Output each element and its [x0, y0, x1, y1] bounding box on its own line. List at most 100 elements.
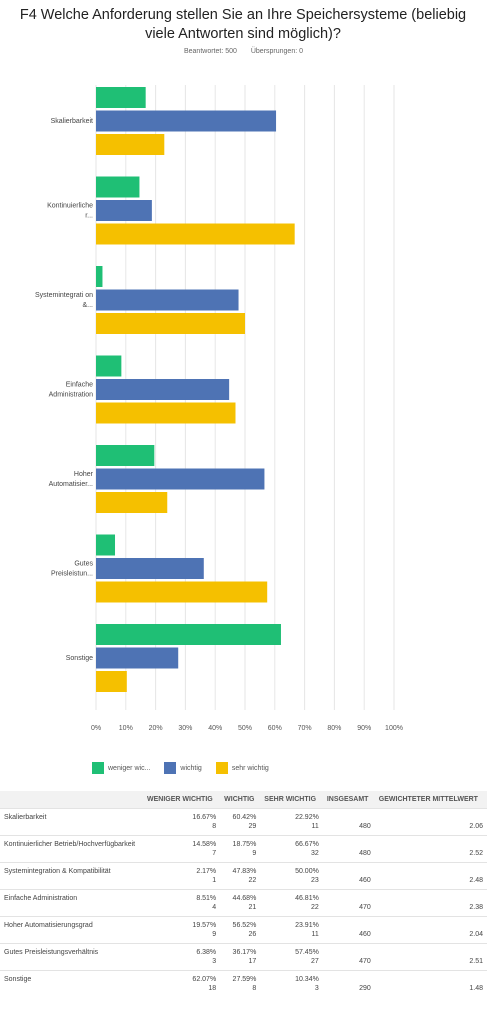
table-row: Sonstige 62.07% 18 27.59% 8 10.34% 3 290 1.48 [0, 970, 487, 997]
bar-0-4 [96, 445, 155, 466]
legend-swatch [164, 762, 177, 774]
category-label: Einfache Administration [49, 382, 93, 399]
legend-item[interactable]: sehr wichtig [215, 762, 269, 774]
category-label: Kontinuierliche r... [47, 203, 93, 220]
x-tick-label: 60% [268, 725, 282, 732]
cell-count: 7 [212, 850, 217, 857]
cell-count: 22 [311, 904, 319, 911]
cell-count: 8 [252, 985, 257, 992]
table-cell: 22.92% 11 [260, 808, 323, 836]
cell-percent: 8.51% [196, 895, 217, 902]
row-total: 460 [359, 877, 371, 884]
total-cell: 480 [322, 835, 375, 863]
table-row: Systemintegration & Kompatibilität 2.17% 1… [0, 862, 487, 890]
cell-percent: 19.57% [192, 922, 217, 929]
row-mean: 2.52 [469, 850, 483, 857]
cell-percent: 10.34% [295, 976, 319, 983]
legend-item[interactable]: wichtig [164, 762, 202, 774]
legend-label: wichtig [180, 764, 202, 772]
mean-cell: 2.06 [374, 808, 487, 836]
bar-0-3 [96, 355, 122, 377]
x-tick-labels: 0% 10% 20% 30% 40% 50% 60% 70% 80% 90% 100% [91, 725, 403, 732]
table-row: Skalierbarkeit 16.67% 8 60.42% 29 22.92% 11 48… [0, 808, 487, 836]
cell-count: 4 [212, 904, 217, 911]
bar-2-3 [96, 402, 236, 424]
cell-percent: 60.42% [232, 814, 257, 821]
bar-2-6 [96, 671, 127, 692]
bar-2-2 [96, 313, 245, 334]
table-cell: 46.81% 22 [260, 889, 323, 917]
cell-percent: 56.52% [232, 922, 257, 929]
bar-1-3 [96, 379, 230, 400]
x-tick-label: 70% [298, 725, 312, 732]
cell-percent: 50.00% [295, 868, 319, 875]
total-cell: 290 [322, 970, 375, 997]
bar-1-0 [96, 110, 277, 132]
row-label: Hoher Automatisierungsgrad [0, 916, 143, 944]
cell-count: 18 [208, 985, 217, 992]
mean-cell: 2.51 [374, 943, 487, 971]
x-tick-label: 90% [357, 725, 371, 732]
cell-percent: 6.38% [196, 949, 217, 956]
bar-0-6 [96, 624, 281, 645]
total-cell: 470 [322, 889, 375, 917]
table-cell: 23.91% 11 [260, 916, 323, 944]
legend-item[interactable]: weniger wic... [92, 762, 150, 774]
bar-1-1 [96, 200, 152, 221]
table-cell: 44.68% 21 [220, 889, 261, 917]
cell-count: 3 [314, 985, 319, 992]
table-header-cell [0, 791, 143, 809]
table-cell: 62.07% 18 [143, 970, 221, 997]
cell-count: 22 [248, 877, 257, 884]
table-cell: 10.34% 3 [260, 970, 323, 997]
row-total: 480 [359, 850, 371, 857]
total-cell: 480 [322, 808, 375, 836]
legend-swatch [92, 762, 104, 774]
row-label: Sonstige [0, 970, 143, 997]
x-tick-label: 40% [208, 725, 222, 732]
row-mean: 2.06 [469, 823, 483, 830]
cell-count: 3 [212, 958, 217, 965]
table-header-row: WENIGER WICHTIG WICHTIG SEHR WICHTIG INSGES… [0, 791, 487, 809]
row-total: 470 [359, 904, 371, 911]
row-mean: 2.48 [469, 877, 483, 884]
table-cell: 8.51% 4 [143, 889, 221, 917]
table-cell: 19.57% 9 [143, 916, 221, 944]
table-cell: 50.00% 23 [260, 862, 323, 890]
category-label: Skalierbarkeit [51, 118, 93, 125]
table-header-cell: WICHTIG [224, 796, 255, 803]
total-cell: 460 [322, 916, 375, 944]
mean-cell: 2.52 [374, 835, 487, 863]
table-cell: 27.59% 8 [220, 970, 261, 997]
bar-2-4 [96, 492, 168, 513]
table-header-cell: WENIGER WICHTIG [147, 796, 213, 803]
cell-percent: 47.83% [232, 868, 257, 875]
cell-percent: 36.17% [232, 949, 257, 956]
row-label: Systemintegration & Kompatibilität [0, 862, 143, 890]
table-cell: 36.17% 17 [220, 943, 261, 971]
mean-cell: 2.48 [374, 862, 487, 890]
x-tick-label: 80% [327, 725, 341, 732]
table-row: Gutes Preisleistungsverhältnis 6.38% 3 36.1… [0, 943, 487, 971]
table-cell: 60.42% 29 [220, 808, 261, 836]
bar-1-5 [96, 558, 204, 579]
table-row: Kontinuierlicher Betrieb/Hochverfügbarke… [0, 835, 487, 863]
row-label: Einfache Administration [0, 889, 143, 917]
cell-count: 21 [248, 904, 257, 911]
legend-label: weniger wic... [108, 764, 151, 772]
cell-count: 11 [311, 823, 319, 830]
legend-swatch [215, 762, 228, 774]
cell-percent: 46.81% [295, 895, 319, 902]
cell-percent: 22.92% [295, 814, 319, 821]
table-cell: 66.67% 32 [260, 835, 323, 863]
cell-percent: 27.59% [232, 976, 257, 983]
bar-2-0 [96, 134, 165, 155]
category-label: Gutes Preisleistun... [51, 561, 94, 578]
bar-2-1 [96, 223, 295, 245]
table-cell: 18.75% 9 [220, 835, 261, 863]
total-cell: 460 [322, 862, 375, 890]
chart-title: F4 Welche Anforderung stellen Sie an Ihr… [19, 7, 467, 42]
cell-count: 9 [252, 850, 257, 857]
cell-percent: 57.45% [295, 949, 319, 956]
cell-percent: 14.58% [192, 841, 217, 848]
